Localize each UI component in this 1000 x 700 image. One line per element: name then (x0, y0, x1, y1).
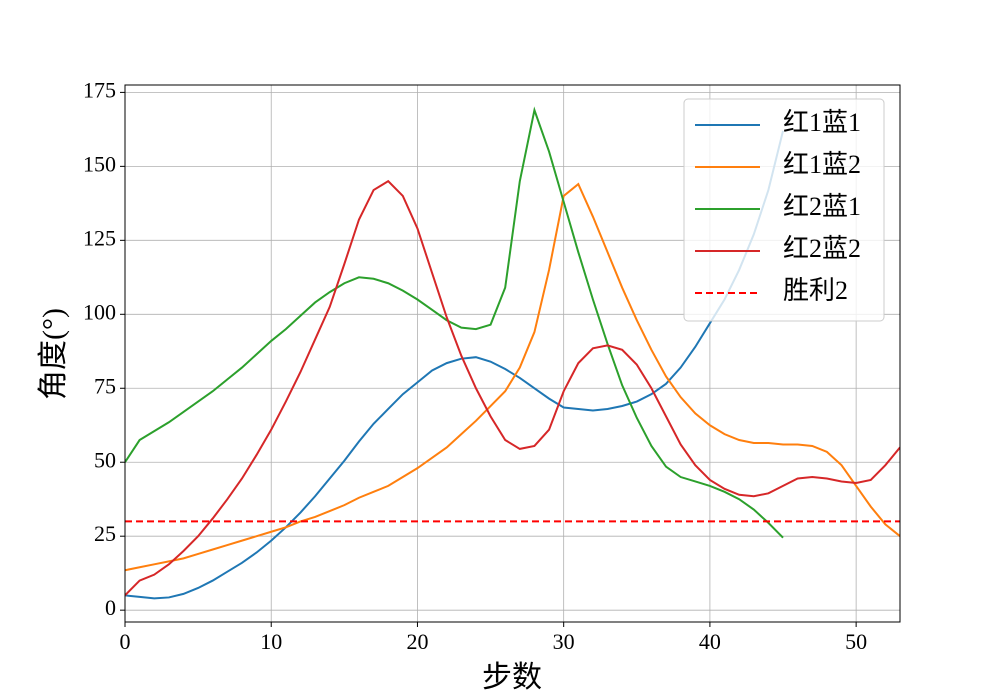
x-axis-label: 步数 (482, 661, 542, 694)
legend-label: 红1蓝2 (783, 150, 861, 179)
y-tick-label: 25 (94, 521, 116, 546)
x-tick-label: 40 (699, 629, 721, 654)
plot-frame (124, 84, 901, 623)
legend-label: 红1蓝1 (783, 108, 861, 137)
y-axis-label: 角度(°) (37, 308, 70, 400)
legend-label: 胜利2 (783, 276, 848, 305)
y-tick-label: 0 (105, 595, 116, 620)
y-tick-label: 175 (83, 77, 116, 102)
series-line (125, 130, 784, 600)
legend: 红1蓝1 红1蓝2 红2蓝1 红2蓝2 胜利2 (683, 98, 885, 322)
x-tick-label: 10 (260, 629, 282, 654)
series-line (125, 179, 900, 597)
y-tick-label: 75 (94, 373, 116, 398)
y-tick-label: 125 (83, 225, 116, 250)
legend-box (683, 98, 885, 322)
series-line (125, 182, 900, 572)
x-tick-label: 20 (406, 629, 428, 654)
x-tick-label: 0 (120, 629, 131, 654)
y-tick-label: 150 (83, 151, 116, 176)
x-tick-label: 30 (553, 629, 575, 654)
legend-label: 红2蓝2 (783, 234, 861, 263)
legend-label: 红2蓝1 (783, 192, 861, 221)
series-line (125, 106, 784, 539)
x-tick-label: 50 (845, 629, 867, 654)
y-tick-label: 50 (94, 447, 116, 472)
y-tick-label: 100 (83, 299, 116, 324)
